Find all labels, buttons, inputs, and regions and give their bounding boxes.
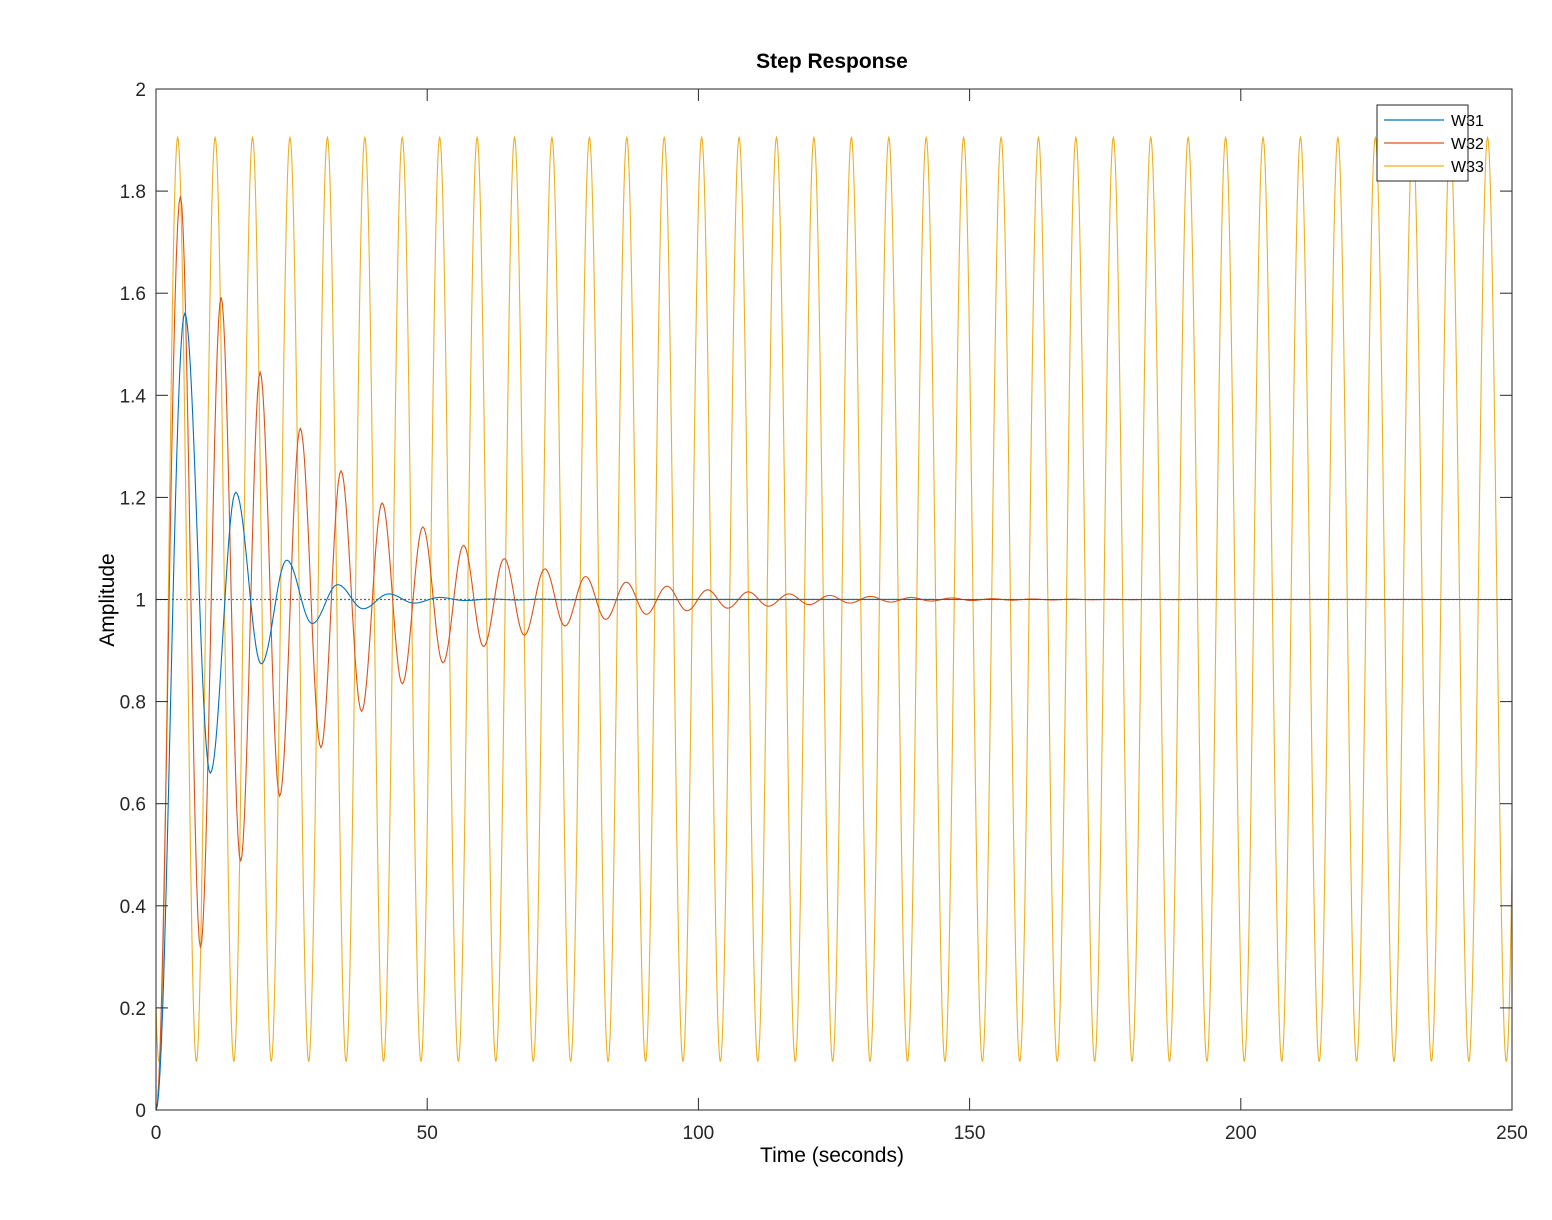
legend-label-w32: W32 (1451, 136, 1484, 153)
series-line-w31 (155, 312, 1024, 1111)
legend-label-w31: W31 (1451, 113, 1484, 130)
y-tick-label: 0.8 (120, 693, 146, 714)
x-tick-label: 150 (954, 1123, 986, 1144)
chart-title: Step Response (756, 50, 908, 73)
y-tick-label: 1 (135, 591, 146, 612)
y-tick-label: 0 (135, 1101, 146, 1122)
x-tick-label: 250 (1496, 1123, 1528, 1144)
x-tick-label: 100 (683, 1123, 715, 1144)
y-tick-label: 1.4 (120, 386, 147, 407)
y-tick-label: 2 (135, 80, 146, 101)
y-axis-label: Amplitude (96, 553, 119, 646)
y-tick-label: 0.2 (120, 999, 146, 1020)
y-tick-label: 0.4 (120, 897, 147, 918)
x-tick-label: 0 (151, 1123, 162, 1144)
x-tick-label: 50 (417, 1123, 438, 1144)
series-line-w33 (155, 135, 1513, 1062)
legend: W31 W32 W33 (1376, 104, 1484, 182)
y-tick-label: 1.8 (120, 182, 146, 203)
x-tick-label: 200 (1225, 1123, 1257, 1144)
y-tick-label: 0.6 (120, 795, 146, 816)
legend-label-w33: W33 (1451, 159, 1484, 176)
x-axis-label: Time (seconds) (760, 1144, 904, 1167)
y-tick-label: 1.2 (120, 488, 146, 509)
y-tick-label: 1.6 (120, 284, 146, 305)
